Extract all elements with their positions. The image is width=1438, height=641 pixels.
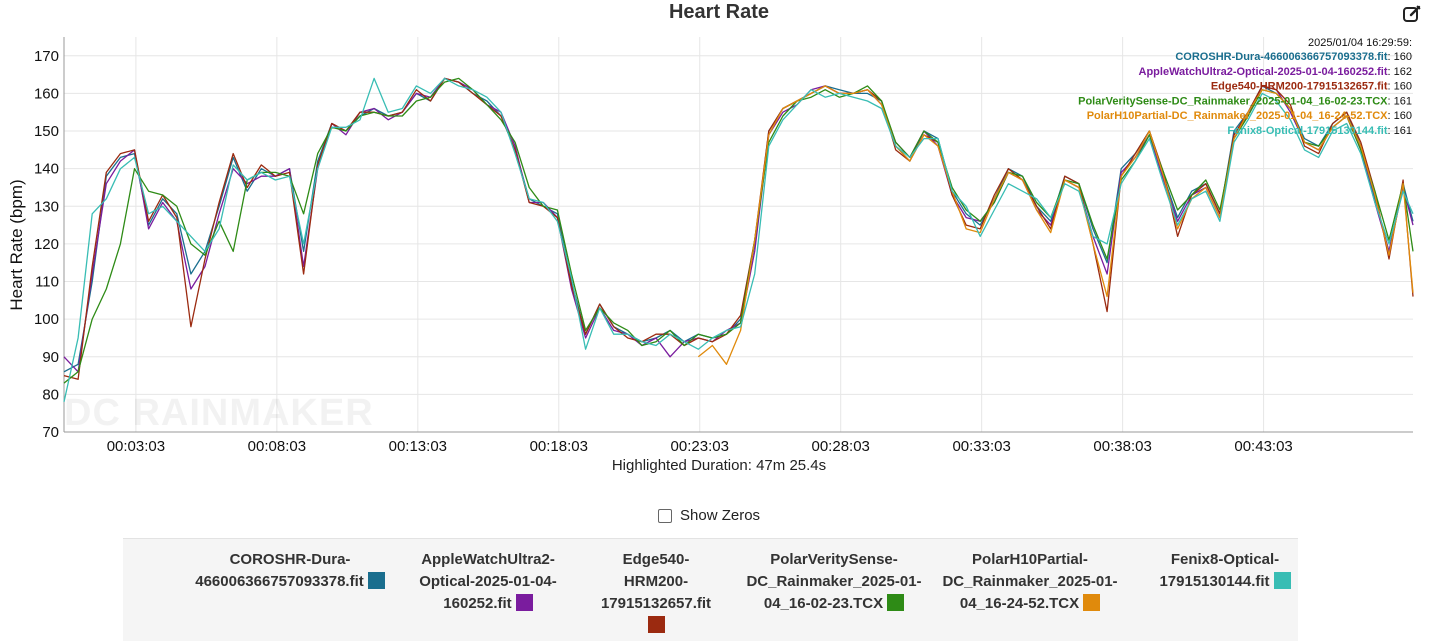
y-tick-label: 90 bbox=[42, 349, 59, 366]
hover-entry: COROSHR-Dura-466006366757093378.fit: 160 bbox=[1175, 51, 1412, 63]
y-tick-label: 80 bbox=[42, 386, 59, 403]
legend-label-line: Optical-2025-01-04- bbox=[419, 573, 557, 590]
legend-item[interactable]: Edge540- HRM200- 17915132657.fit bbox=[536, 549, 776, 637]
hover-entry: PolarH10Partial-DC_Rainmaker_2025-01-04_… bbox=[1087, 110, 1412, 122]
x-tick-label: 00:23:03 bbox=[671, 438, 729, 455]
x-tick-label: 00:08:03 bbox=[248, 438, 306, 455]
x-tick-label: 00:18:03 bbox=[530, 438, 588, 455]
series-line bbox=[63, 77, 1414, 403]
y-tick-label: 100 bbox=[34, 311, 59, 328]
legend-label-line: 17915130144.fit bbox=[1105, 571, 1345, 593]
y-tick-label: 110 bbox=[35, 274, 59, 291]
show-zeros-toggle[interactable]: Show Zeros bbox=[658, 507, 760, 524]
legend-swatch bbox=[887, 594, 905, 611]
y-tick-label: 160 bbox=[34, 85, 59, 102]
heart-rate-chart[interactable]: DC RAINMAKER 70 80 90 100 110 120 130 140 150 160… bbox=[0, 0, 1438, 500]
y-tick-label: 70 bbox=[42, 424, 59, 441]
legend-label-line: Fenix8-Optical- bbox=[1170, 551, 1280, 568]
legend-item[interactable]: AppleWatchUltra2- Optical-2025-01-04- 1602… bbox=[368, 549, 608, 615]
legend-label-line: COROSHR-Dura- bbox=[229, 551, 351, 568]
legend-label-line: DC_Rainmaker_2025-01- bbox=[942, 573, 1118, 590]
legend-item[interactable]: COROSHR-Dura- 466006366757093378.fit bbox=[170, 549, 410, 593]
hover-timestamp: 2025/01/04 16:29:59: bbox=[1308, 37, 1412, 49]
series-line bbox=[697, 85, 1414, 365]
legend-label-line: PolarH10Partial- bbox=[972, 551, 1088, 568]
hover-readout: 2025/01/04 16:29:59: COROSHR-Dura-4660063… bbox=[1078, 37, 1412, 137]
legend-label-line: Edge540- bbox=[622, 551, 690, 568]
legend-swatch bbox=[367, 572, 385, 589]
x-tick-label: 00:03:03 bbox=[107, 438, 165, 455]
hover-entry: AppleWatchUltra2-Optical-2025-01-04-1602… bbox=[1139, 66, 1412, 78]
series-line bbox=[63, 77, 1414, 384]
y-tick-labels: 70 80 90 100 110 120 130 140 150 160 170 bbox=[34, 48, 59, 441]
show-zeros-label: Show Zeros bbox=[680, 507, 761, 524]
legend-swatch bbox=[1273, 572, 1291, 589]
chart-grid bbox=[63, 37, 1413, 433]
legend-label-line: DC_Rainmaker_2025-01- bbox=[746, 573, 922, 590]
watermark: DC RAINMAKER bbox=[64, 392, 374, 434]
legend-label-line: 04_16-24-52.TCX bbox=[910, 593, 1150, 615]
x-tick-label: 00:43:03 bbox=[1234, 438, 1292, 455]
x-tick-label: 00:28:03 bbox=[812, 438, 870, 455]
hover-entry: Fenix8-Optical-17915130144.fit: 161 bbox=[1227, 125, 1412, 137]
legend-swatch bbox=[515, 594, 533, 611]
legend-swatch bbox=[647, 616, 665, 633]
hover-entry: Edge540-HRM200-17915132657.fit: 160 bbox=[1211, 81, 1412, 93]
series-lines bbox=[63, 77, 1414, 403]
chart-title: Heart Rate bbox=[668, 1, 770, 23]
legend-item[interactable]: PolarVeritySense- DC_Rainmaker_2025-01- 04… bbox=[714, 549, 954, 615]
legend-label-line: 160252.fit bbox=[368, 593, 608, 615]
y-tick-label: 150 bbox=[34, 123, 59, 140]
hover-entry: PolarVeritySense-DC_Rainmaker_2025-01-04… bbox=[1078, 95, 1412, 107]
y-tick-label: 140 bbox=[34, 161, 59, 178]
show-zeros-checkbox[interactable] bbox=[658, 508, 672, 523]
y-tick-label: 120 bbox=[34, 236, 59, 253]
edit-square-icon[interactable] bbox=[1402, 4, 1422, 24]
legend-label-line: 04_16-02-23.TCX bbox=[714, 593, 954, 615]
legend-swatch bbox=[1083, 594, 1101, 611]
legend-label-line: PolarVeritySense- bbox=[770, 551, 898, 568]
x-tick-label: 00:33:03 bbox=[952, 438, 1010, 455]
legend: COROSHR-Dura- 466006366757093378.fit Apple… bbox=[123, 538, 1298, 641]
y-tick-label: 170 bbox=[34, 48, 59, 65]
legend-label-line: HRM200- bbox=[623, 573, 689, 590]
y-tick-label: 130 bbox=[34, 198, 59, 215]
highlighted-duration: Highlighted Duration: 47m 25.4s bbox=[611, 457, 827, 474]
legend-label-line: 466006366757093378.fit bbox=[170, 571, 410, 593]
legend-item[interactable]: Fenix8-Optical- 17915130144.fit bbox=[1105, 549, 1345, 593]
legend-item[interactable]: PolarH10Partial- DC_Rainmaker_2025-01- 04_… bbox=[910, 549, 1150, 615]
x-tick-label: 00:38:03 bbox=[1093, 438, 1151, 455]
legend-label-line: AppleWatchUltra2- bbox=[421, 551, 555, 568]
legend-label-line: 17915132657.fit bbox=[600, 595, 712, 612]
x-tick-labels: 00:03:03 00:08:03 00:13:03 00:18:03 00:23:03… bbox=[107, 438, 1293, 455]
x-tick-label: 00:13:03 bbox=[389, 438, 447, 455]
y-axis-label: Heart Rate (bpm) bbox=[7, 179, 26, 310]
